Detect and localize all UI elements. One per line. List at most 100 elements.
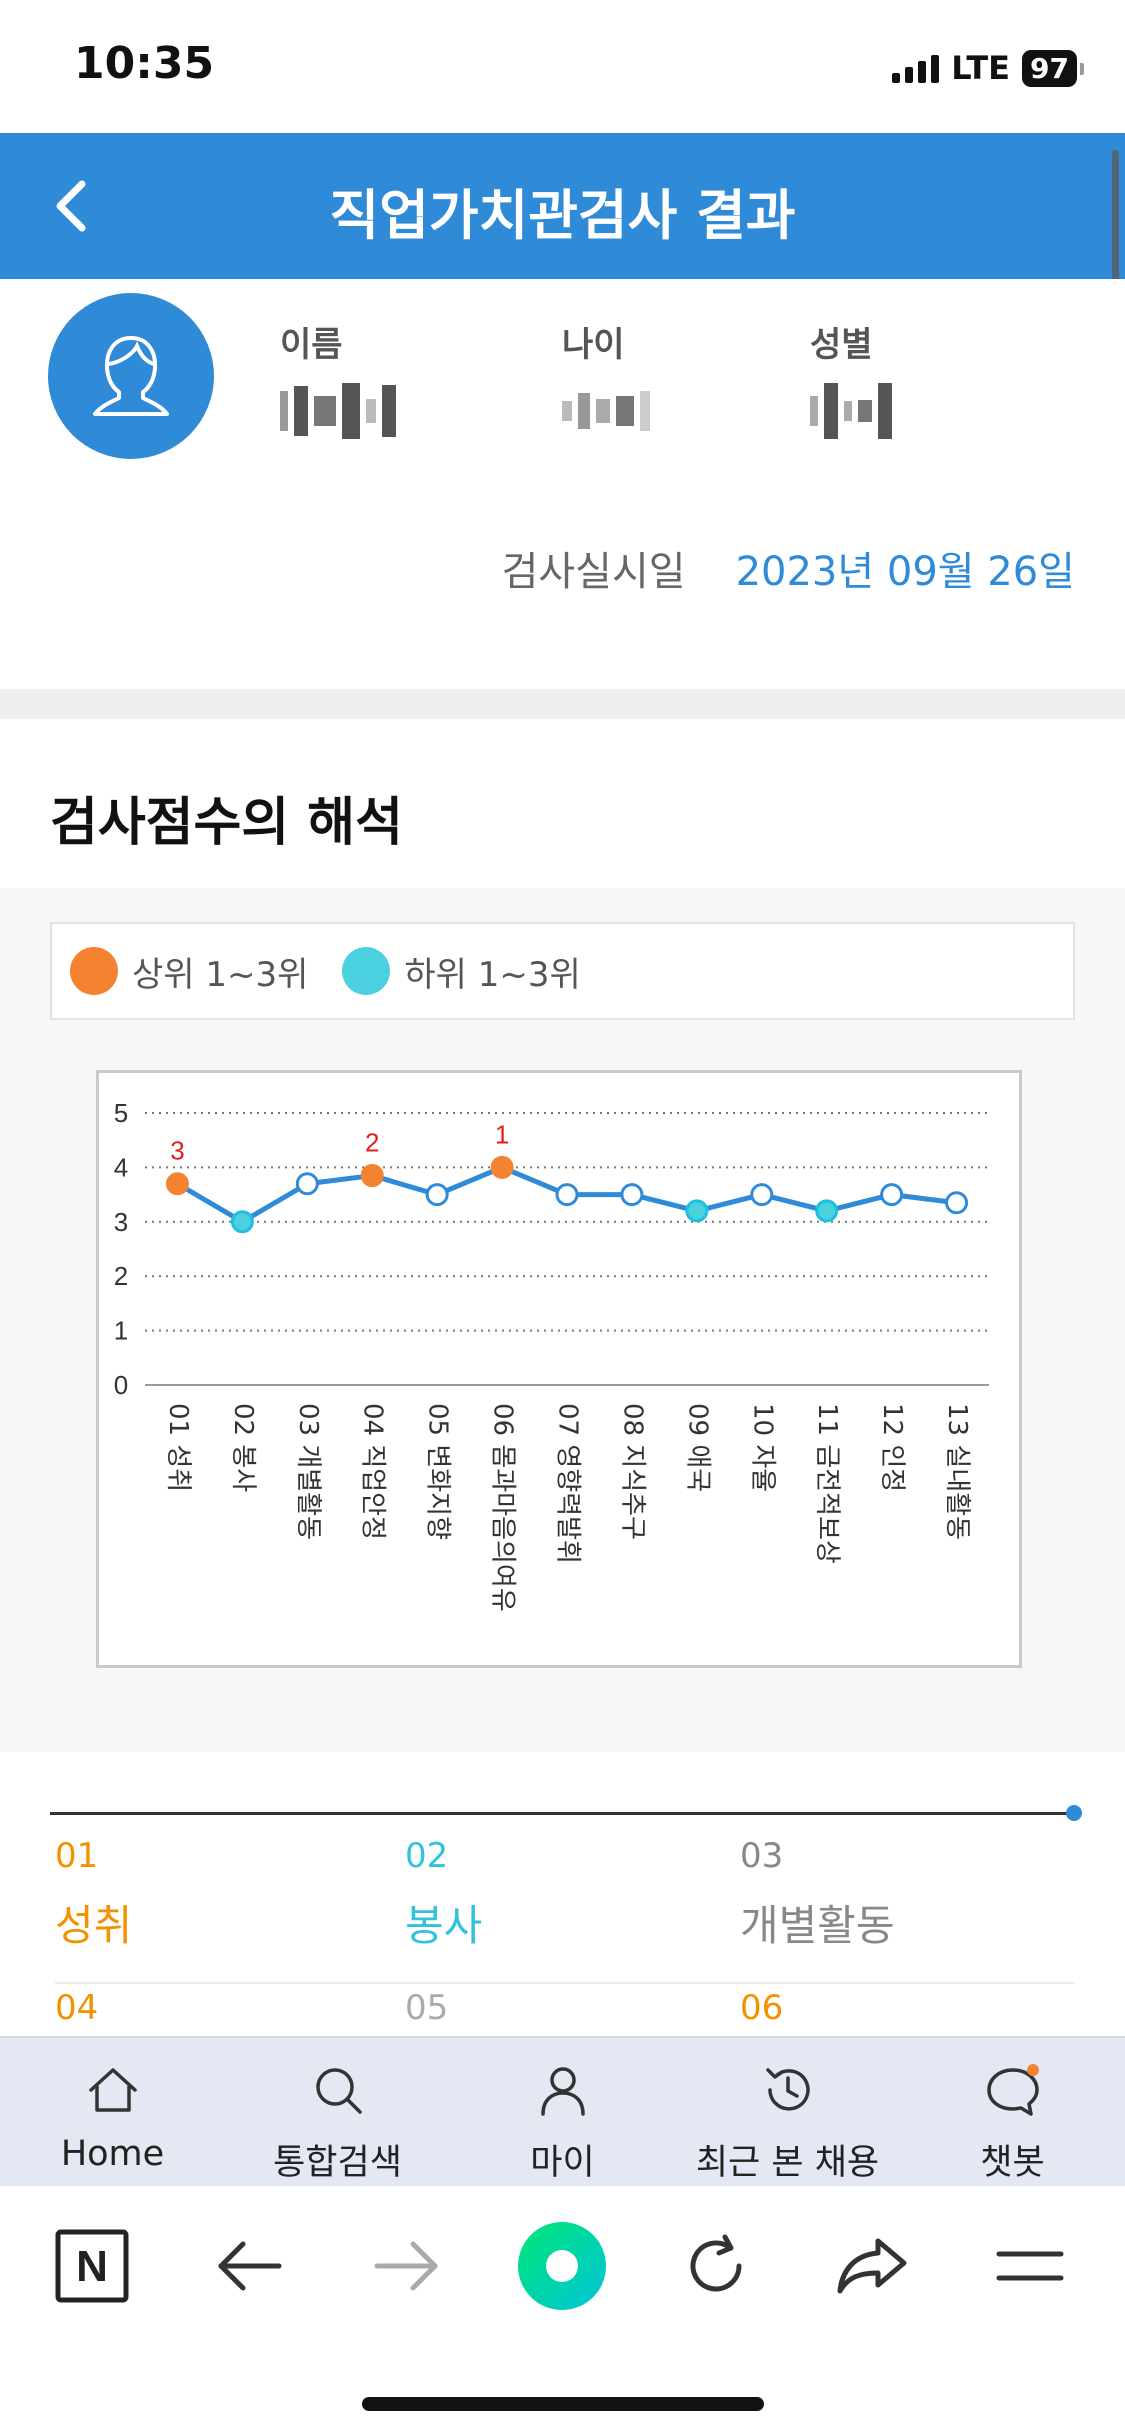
nav-label: 통합검색	[273, 2143, 402, 2183]
profile-section: 이름 나이 성별 검사실시일 2023년	[0, 279, 1125, 689]
line-chart: 0 1 2 3 4 5 01 성취 02 봉사 03 개별활동 04 직업안정 05 변화지향 06 …	[96, 1070, 1022, 1668]
ranking-item: 04	[55, 1984, 98, 2044]
menu-button[interactable]	[980, 2216, 1080, 2316]
legend-top-label: 상위 1~3위	[132, 954, 309, 995]
data-point	[750, 1183, 774, 1207]
nav-item-home[interactable]: Home	[0, 2038, 225, 2186]
x-tick-label: 09 애국	[682, 1403, 712, 1492]
green-dot-button[interactable]	[512, 2216, 612, 2316]
gender-value-redacted	[810, 380, 892, 442]
x-tick-label: 10 자율	[747, 1403, 777, 1492]
age-value-redacted	[562, 380, 650, 442]
chart-svg: 0 1 2 3 4 5 01 성취 02 봉사 03 개별활동 04 직업안정 05 변화지향 06 …	[114, 1098, 989, 1612]
exam-date-row: 검사실시일 2023년 09월 26일	[502, 539, 1075, 597]
ranking-name: 개별활동	[740, 1901, 895, 1950]
chart-section: 상위 1~3위 하위 1~3위 0 1 2 3 4 5 01 성취 02 봉사 03 개별활동 0…	[0, 888, 1125, 1752]
user-icon	[93, 336, 169, 416]
y-tick-label: 1	[114, 1316, 128, 1346]
status-bar: 10:35 LTE 97	[0, 0, 1125, 133]
ranking-name: 성취	[55, 1901, 133, 1950]
ranking-number: 04	[55, 1988, 99, 2028]
x-tick-label: 03 개별활동	[293, 1403, 323, 1540]
chat-icon	[986, 2064, 1039, 2116]
x-tick-label: 04 직업안정	[358, 1403, 388, 1540]
page-title: 직업가치관검사 결과	[329, 184, 796, 247]
x-tick-label: 13 실내활동	[942, 1403, 972, 1540]
naver-home-button[interactable]: N	[42, 2216, 142, 2316]
ranking-item: 05	[405, 1984, 448, 2044]
rank-label: 1	[495, 1119, 509, 1149]
nav-item-person[interactable]: 마이	[450, 2038, 675, 2186]
ranking-row: 01 성취 02 봉사 03 개별활동	[55, 1832, 1075, 1984]
app-bottom-nav: Home 통합검색 마이 최근 본 채용 챗봇	[0, 2036, 1125, 2186]
ranking-list: 01 성취 02 봉사 03 개별활동 04 05 06	[55, 1832, 1075, 2136]
legend-bottom: 하위 1~3위	[342, 947, 581, 996]
person-icon	[540, 2067, 585, 2116]
home-indicator[interactable]	[362, 2397, 764, 2411]
rank-label: 3	[170, 1136, 184, 1166]
status-time: 10:35	[74, 38, 215, 89]
battery-icon: 97	[1022, 49, 1084, 87]
ranking-number: 06	[740, 1988, 784, 2028]
ranking-item: 03 개별활동	[740, 1832, 895, 1953]
chevron-left-icon	[56, 180, 86, 232]
nav-item-history[interactable]: 최근 본 채용	[675, 2038, 900, 2186]
share-button[interactable]	[822, 2216, 922, 2316]
back-button[interactable]	[40, 173, 100, 239]
section-title: 검사점수의 해석	[50, 793, 403, 853]
nav-item-search[interactable]: 통합검색	[225, 2038, 450, 2186]
ranking-item: 01 성취	[55, 1832, 132, 1953]
data-point-bottom	[685, 1199, 709, 1223]
data-point	[620, 1183, 644, 1207]
x-tick-label: 05 변화지향	[423, 1403, 453, 1540]
naver-logo-icon: N	[55, 2229, 129, 2303]
ranking-number: 05	[405, 1988, 449, 2028]
nav-label: 마이	[530, 2143, 595, 2183]
y-tick-label: 3	[114, 1207, 128, 1237]
ranking-item: 02 봉사	[405, 1832, 482, 1953]
rank-line-dot	[1066, 1805, 1082, 1821]
name-label: 이름	[280, 325, 343, 365]
rank-label: 2	[365, 1128, 379, 1158]
x-tick-label: 08 지식추구	[617, 1403, 647, 1540]
reload-icon	[690, 2234, 742, 2292]
data-point-top	[360, 1164, 384, 1188]
reload-button[interactable]	[666, 2216, 766, 2316]
data-point	[880, 1183, 904, 1207]
x-tick-label: 11 금전적보상	[812, 1403, 842, 1564]
ranking-name: 봉사	[405, 1901, 483, 1950]
nav-item-chat[interactable]: 챗봇	[900, 2038, 1125, 2186]
browser-toolbar: N	[0, 2186, 1125, 2436]
browser-forward-button[interactable]	[356, 2216, 456, 2316]
history-icon	[765, 2068, 810, 2111]
x-tick-label: 02 봉사	[228, 1403, 258, 1492]
app-header: 직업가치관검사 결과	[0, 133, 1125, 279]
y-tick-label: 2	[114, 1261, 128, 1291]
ranking-item: 06	[740, 1984, 783, 2044]
status-indicators: LTE 97	[892, 46, 1084, 90]
exam-date-label: 검사실시일	[501, 549, 686, 595]
data-point	[945, 1191, 969, 1215]
y-tick-label: 0	[114, 1370, 128, 1400]
gender-field: 성별	[810, 317, 892, 442]
data-point	[555, 1183, 579, 1207]
ranking-number: 03	[740, 1836, 784, 1876]
hamburger-icon	[996, 2251, 1064, 2281]
naver-logo-text: N	[76, 2242, 108, 2291]
data-point	[425, 1183, 449, 1207]
age-label: 나이	[562, 325, 625, 365]
legend-top-dot	[70, 947, 118, 995]
search-icon	[315, 2068, 362, 2114]
data-point-bottom	[230, 1210, 254, 1234]
legend-top: 상위 1~3위	[70, 947, 308, 996]
data-point	[295, 1172, 319, 1196]
nav-label: 최근 본 채용	[695, 2143, 880, 2183]
nav-label: Home	[60, 2134, 165, 2174]
name-value-redacted	[280, 380, 396, 442]
ranking-number: 01	[55, 1836, 99, 1876]
age-field: 나이	[562, 317, 650, 442]
browser-back-button[interactable]	[200, 2216, 300, 2316]
y-tick-label: 4	[114, 1152, 128, 1182]
avatar	[48, 293, 214, 459]
chart-legend: 상위 1~3위 하위 1~3위	[50, 922, 1075, 1020]
